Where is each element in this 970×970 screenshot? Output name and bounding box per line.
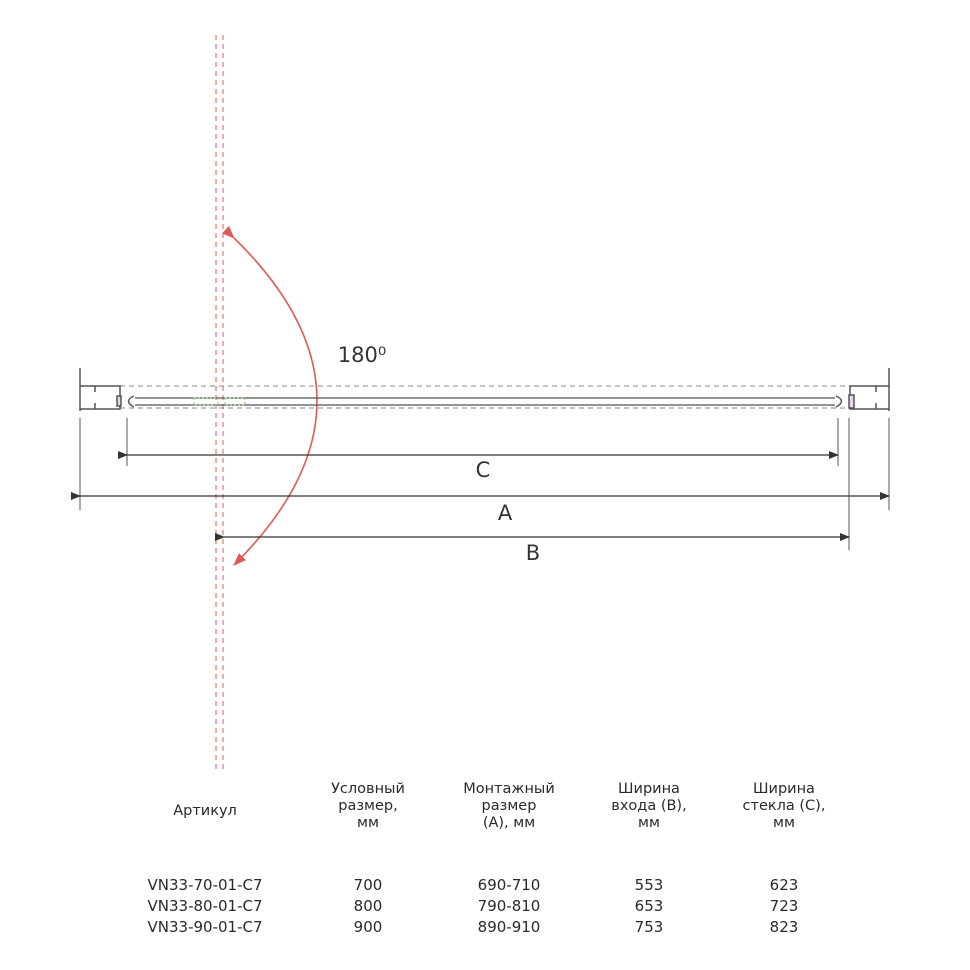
- cell-nominal: 700: [353, 876, 383, 894]
- glass-panel: [135, 397, 835, 406]
- door-axis-lines: [215, 35, 224, 770]
- header-nominal-size: Условный размер, мм: [331, 781, 405, 831]
- cell-entry: 753: [634, 918, 664, 936]
- cell-article: VN33-80-01-C7: [147, 897, 263, 915]
- cell-glass: 823: [769, 918, 799, 936]
- right-wall-profile: [835, 368, 890, 411]
- cell-article: VN33-90-01-C7: [147, 918, 263, 936]
- door-envelope: [120, 385, 850, 409]
- cell-mounting: 890-910: [477, 918, 541, 936]
- swing-arc: [221, 226, 318, 566]
- dimension-c-label: C: [476, 458, 491, 482]
- cell-glass: 723: [769, 897, 799, 915]
- cell-nominal: 900: [353, 918, 383, 936]
- extension-lines: [79, 418, 890, 550]
- cell-entry: 653: [634, 897, 664, 915]
- dimension-a-label: A: [498, 501, 513, 525]
- header-entry-width: Ширина входа (В), мм: [611, 781, 687, 831]
- cell-glass: 623: [769, 876, 799, 894]
- glass-marker: [193, 397, 246, 406]
- cell-nominal: 800: [353, 897, 383, 915]
- cell-entry: 553: [634, 876, 664, 894]
- angle-label: 180⁰: [338, 343, 387, 367]
- header-mounting-size: Монтажный размер (А), мм: [463, 781, 555, 831]
- dimension-b-label: B: [526, 541, 540, 565]
- cell-mounting: 790-810: [477, 897, 541, 915]
- header-article: Артикул: [173, 803, 237, 819]
- left-wall-profile: [79, 368, 135, 411]
- header-glass-width: Ширина стекла (С), мм: [742, 781, 826, 831]
- cell-mounting: 690-710: [477, 876, 541, 894]
- cell-article: VN33-70-01-C7: [147, 876, 263, 894]
